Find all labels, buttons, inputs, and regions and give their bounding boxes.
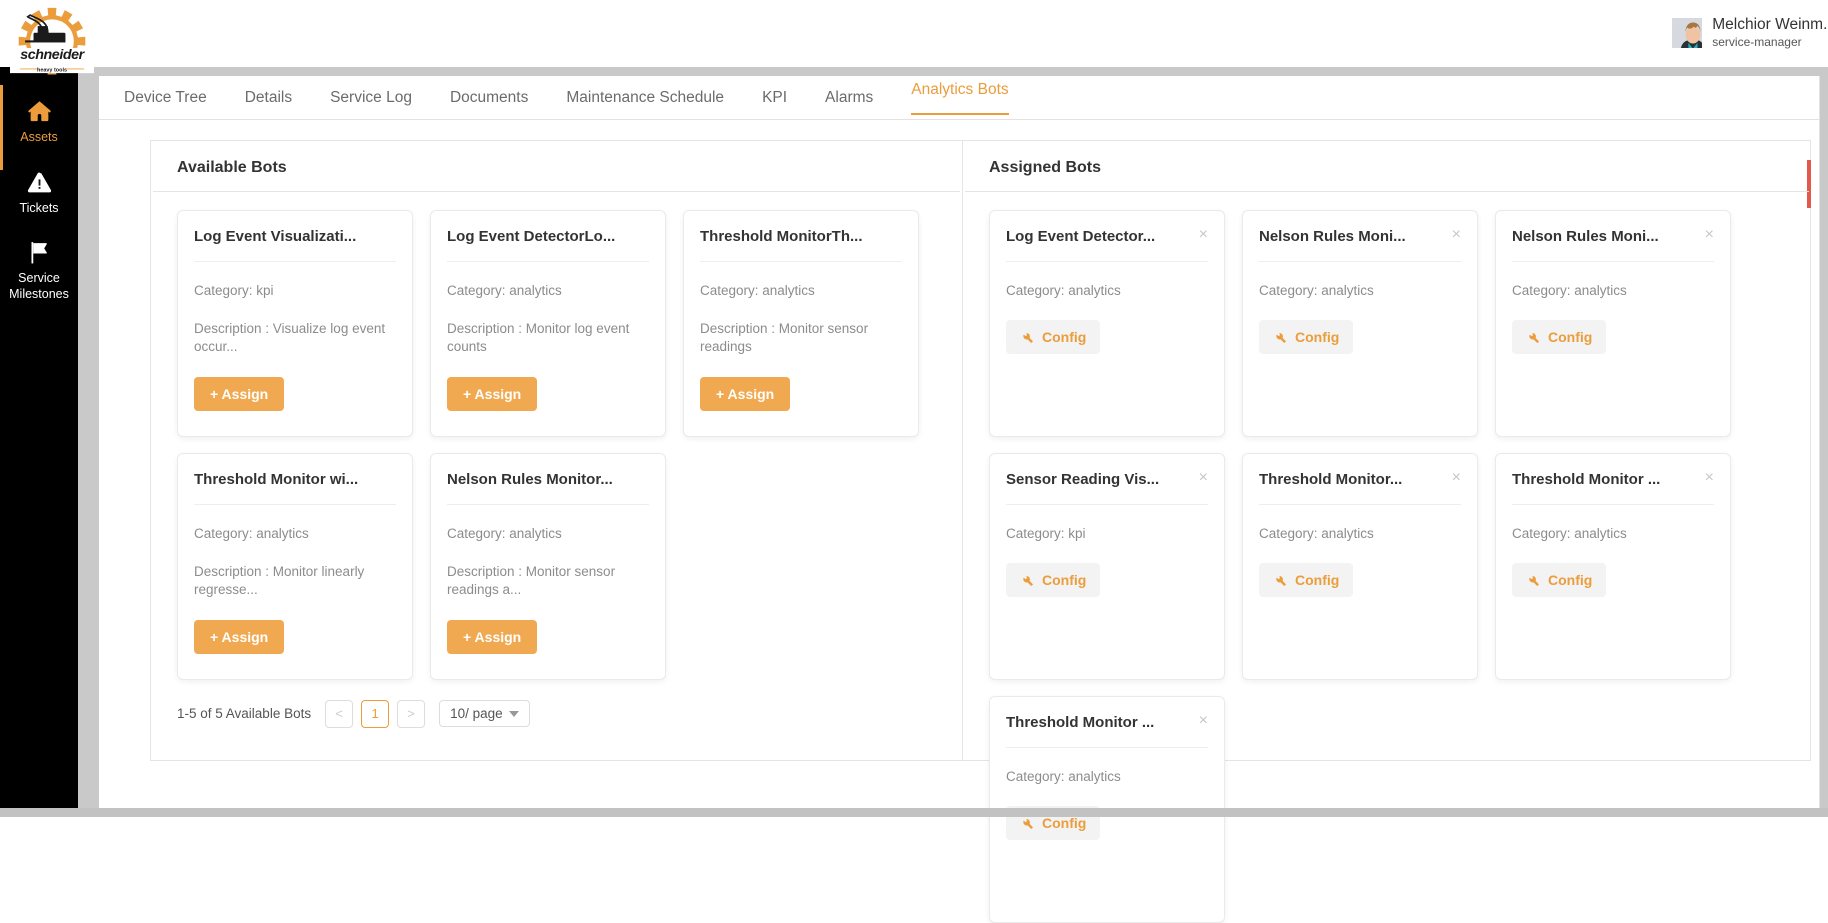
svg-text:heavy tools: heavy tools xyxy=(37,67,67,73)
svg-text:schneider: schneider xyxy=(20,47,85,63)
